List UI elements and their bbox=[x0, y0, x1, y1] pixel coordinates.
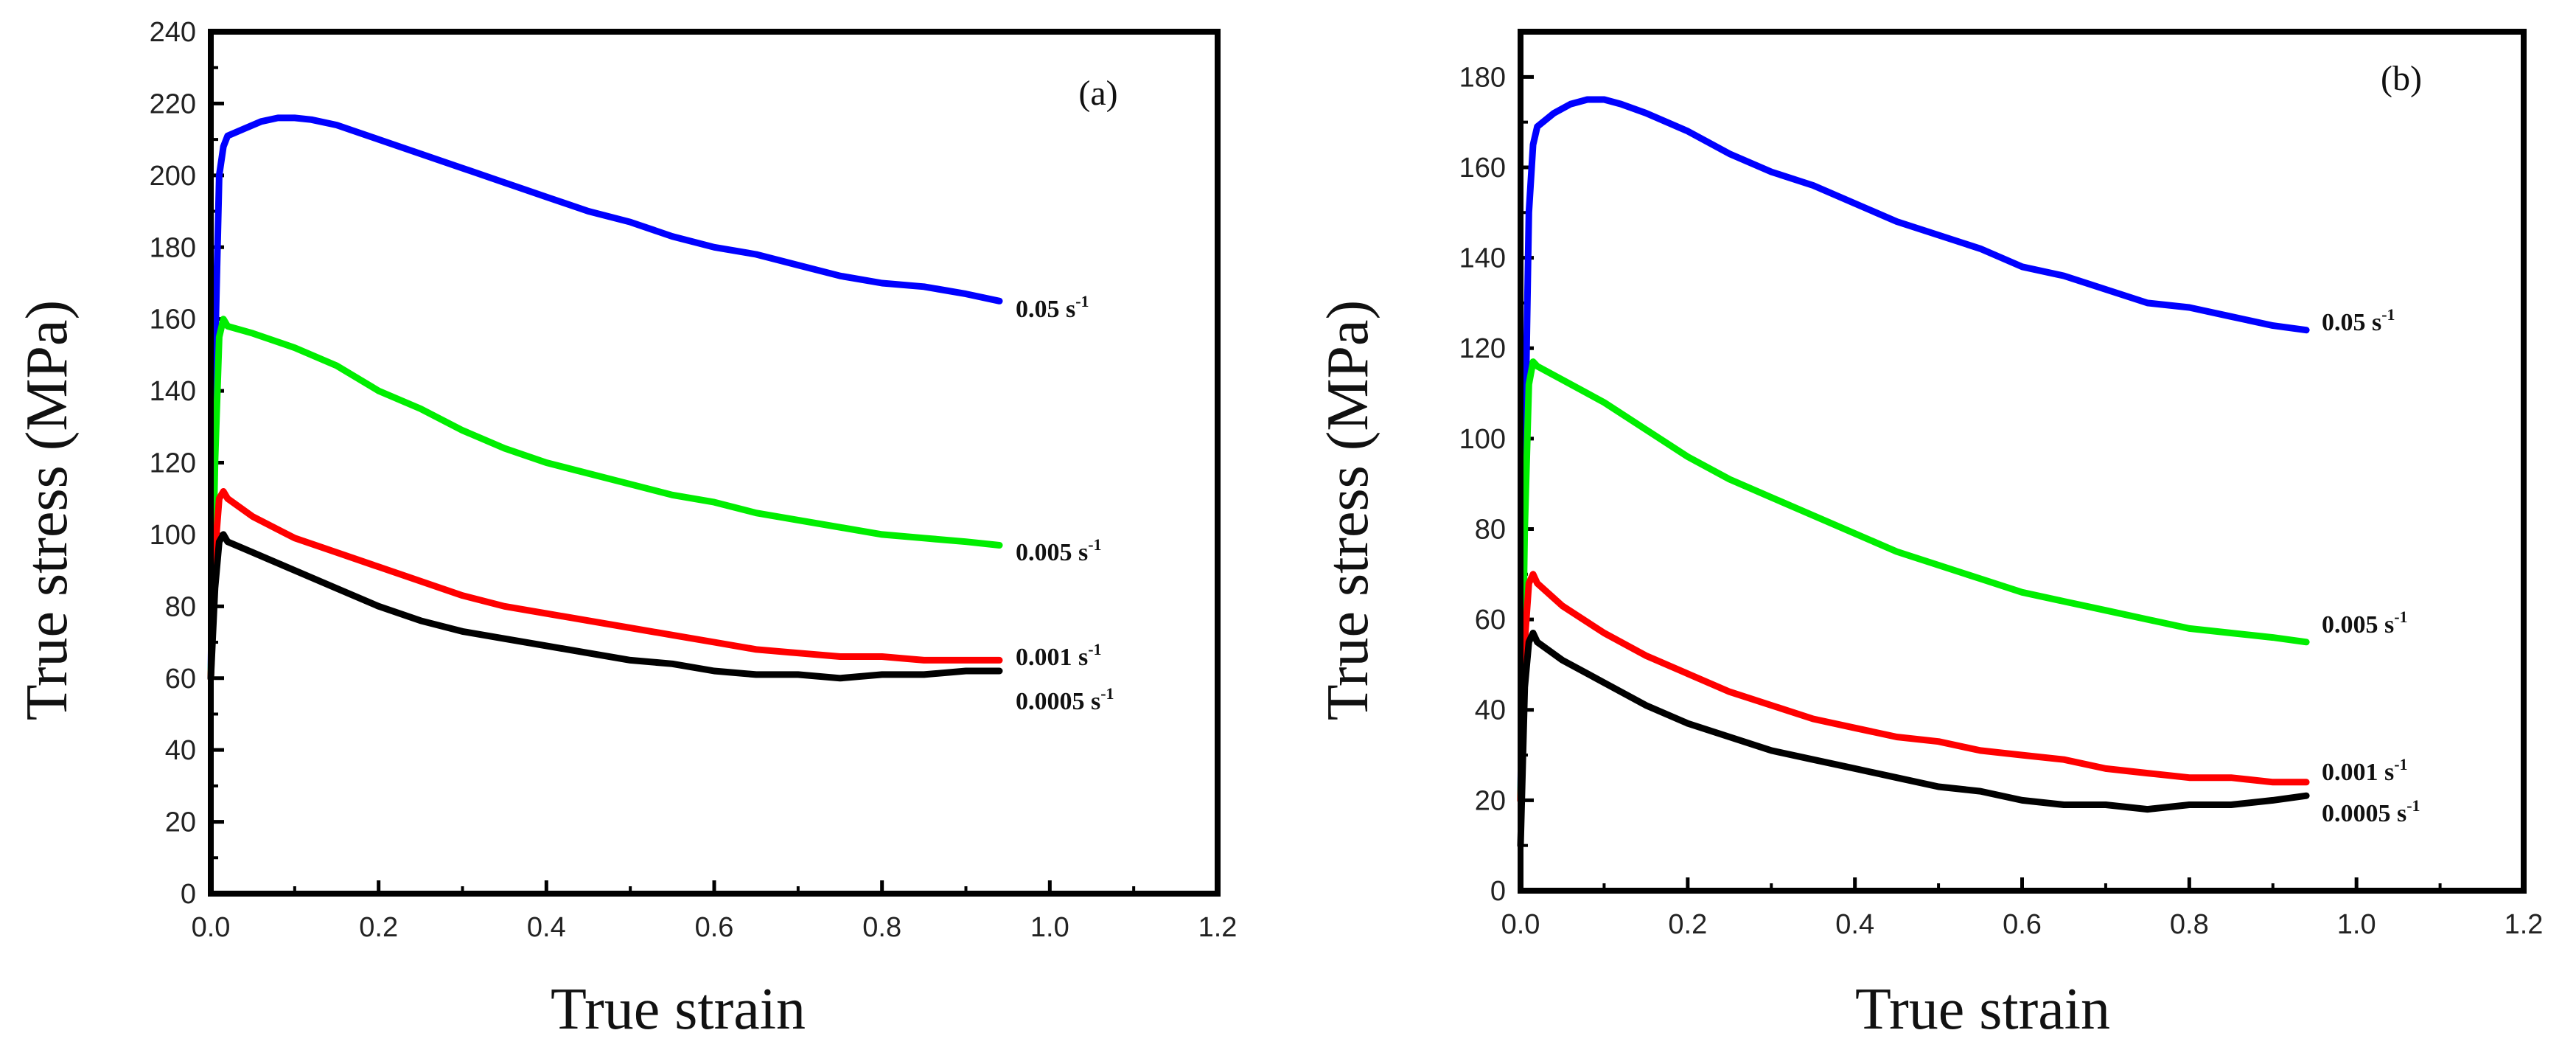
panel-label: (b) bbox=[2381, 59, 2422, 98]
y-tick-label: 140 bbox=[150, 376, 196, 407]
x-tick-label: 1.0 bbox=[1030, 912, 1069, 943]
x-axis-title: True strain bbox=[1855, 977, 2110, 1042]
x-tick-label: 0.8 bbox=[2170, 909, 2209, 940]
series-line-0.001 bbox=[1517, 571, 2310, 804]
series-lines bbox=[207, 114, 1003, 682]
series-line-0.0005 bbox=[1517, 630, 2310, 849]
x-axis-title: True strain bbox=[551, 977, 806, 1042]
y-tick-label: 60 bbox=[1475, 605, 1506, 636]
y-tick-label: 60 bbox=[165, 664, 196, 695]
y-tick-label: 180 bbox=[150, 232, 196, 263]
x-tick-label: 0.8 bbox=[862, 912, 901, 943]
x-tick-label: 0.2 bbox=[1668, 909, 1707, 940]
series-line-0.005 bbox=[1517, 358, 2310, 804]
y-tick-label: 120 bbox=[150, 448, 196, 479]
x-tick-label: 0.2 bbox=[359, 912, 398, 943]
y-tick-label: 240 bbox=[150, 17, 196, 48]
series-line-0.005 bbox=[207, 316, 1003, 682]
series-label-0.005: 0.005 s-1 bbox=[1016, 535, 1102, 566]
panel-label: (a) bbox=[1078, 74, 1117, 113]
y-tick-label: 80 bbox=[165, 591, 196, 622]
y-tick-label: 40 bbox=[1475, 695, 1506, 726]
series-label-0.05: 0.05 s-1 bbox=[2322, 305, 2395, 336]
series-label-0.05: 0.05 s-1 bbox=[1016, 292, 1089, 323]
series-line-0.0005 bbox=[207, 531, 1003, 682]
y-tick-label: 100 bbox=[150, 520, 196, 551]
series-label-0.005: 0.005 s-1 bbox=[2322, 608, 2408, 639]
series-lines bbox=[1517, 96, 2310, 849]
tick-marks bbox=[209, 29, 1220, 896]
series-line-0.05 bbox=[1517, 96, 2310, 804]
y-tick-label: 80 bbox=[1475, 514, 1506, 545]
y-tick-label: 160 bbox=[1459, 153, 1506, 184]
x-tick-label: 1.2 bbox=[1198, 912, 1238, 943]
panel-a: True stress (MPa) True strain (a) 0.0 0.2… bbox=[15, 17, 1237, 1042]
series-label-0.001: 0.001 s-1 bbox=[2322, 755, 2408, 786]
y-tick-label: 0 bbox=[1490, 876, 1506, 907]
x-tick-label: 0.0 bbox=[1501, 909, 1540, 940]
y-tick-label: 220 bbox=[150, 88, 196, 119]
y-tick-label: 20 bbox=[1475, 785, 1506, 816]
series-line-0.05 bbox=[207, 114, 1003, 682]
x-tick-label: 1.0 bbox=[2337, 909, 2376, 940]
y-tick-label: 100 bbox=[1459, 424, 1506, 455]
y-tick-label: 40 bbox=[165, 735, 196, 766]
x-tick-label: 0.4 bbox=[1835, 909, 1874, 940]
x-tick-label: 0.0 bbox=[192, 912, 231, 943]
x-tick-label: 0.6 bbox=[695, 912, 734, 943]
x-tick-label: 1.2 bbox=[2505, 909, 2544, 940]
y-tick-label: 120 bbox=[1459, 333, 1506, 364]
tick-labels: 0.0 0.2 0.4 0.6 0.8 1.0 1.2 0 20 40 60 80 100 120 140 1… bbox=[150, 17, 1238, 943]
y-axis-title: True stress (MPa) bbox=[1316, 300, 1381, 720]
series-label-0.0005: 0.0005 s-1 bbox=[2322, 796, 2420, 827]
y-tick-label: 20 bbox=[165, 807, 196, 838]
x-tick-label: 0.6 bbox=[2003, 909, 2042, 940]
tick-labels: 0.0 0.2 0.4 0.6 0.8 1.0 1.2 0 20 40 60 80 100 120 140 1… bbox=[1459, 62, 2544, 940]
y-tick-label: 180 bbox=[1459, 62, 1506, 93]
series-labels: 0.05 s-1 0.005 s-1 0.001 s-1 0.0005 s-1 bbox=[1016, 292, 1114, 715]
y-tick-label: 200 bbox=[150, 161, 196, 192]
x-tick-label: 0.4 bbox=[527, 912, 566, 943]
y-tick-label: 0 bbox=[181, 879, 196, 910]
y-tick-label: 160 bbox=[150, 305, 196, 335]
series-label-0.001: 0.001 s-1 bbox=[1016, 640, 1102, 671]
panel-b: True stress (MPa) True strain (b) 0.0 0.2… bbox=[1316, 29, 2544, 1042]
y-axis-title: True stress (MPa) bbox=[15, 300, 80, 720]
series-line-0.001 bbox=[207, 488, 1003, 682]
series-label-0.0005: 0.0005 s-1 bbox=[1016, 684, 1114, 715]
y-tick-label: 140 bbox=[1459, 243, 1506, 274]
plot-frame bbox=[208, 29, 1221, 897]
plot-frame bbox=[1518, 29, 2527, 894]
series-labels: 0.05 s-1 0.005 s-1 0.001 s-1 0.0005 s-1 bbox=[2322, 305, 2420, 827]
